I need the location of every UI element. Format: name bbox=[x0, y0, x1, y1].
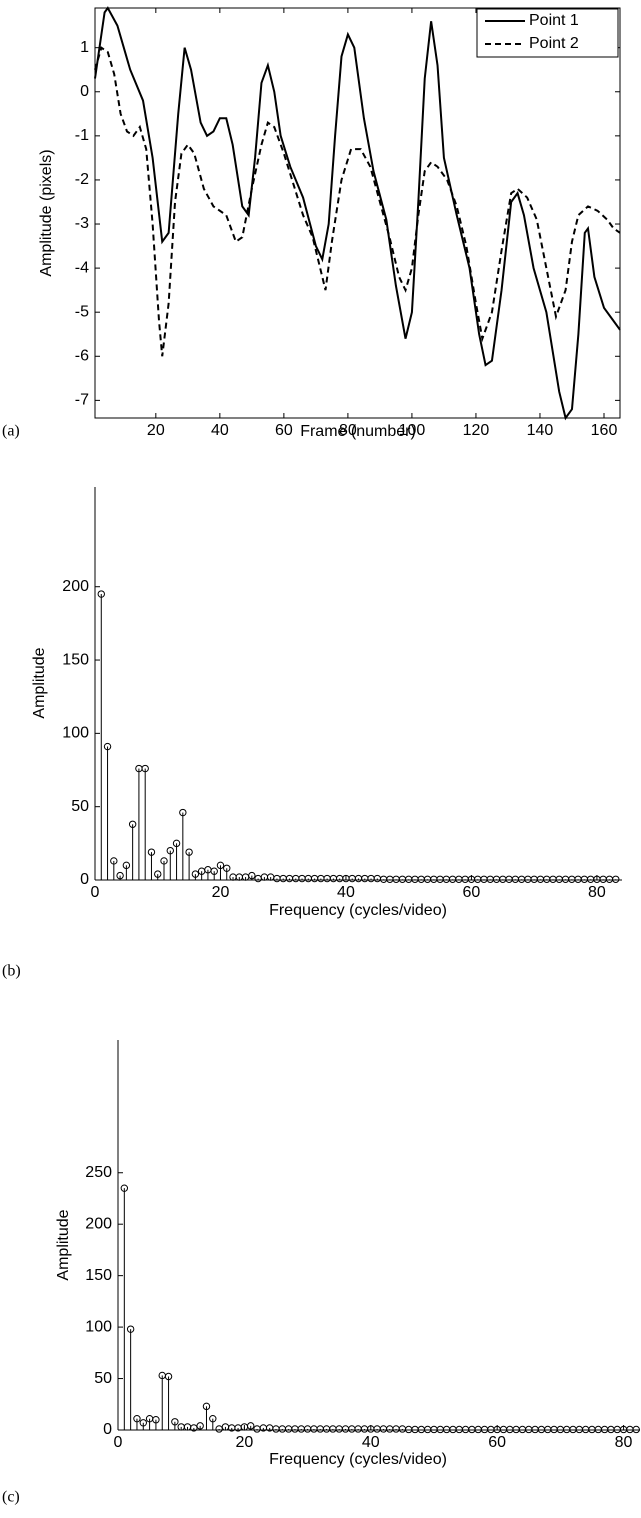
x-tick-label: 80 bbox=[615, 1434, 633, 1451]
stem-marker bbox=[247, 1422, 255, 1430]
y-tick-label: 50 bbox=[94, 1370, 112, 1387]
stem-marker bbox=[147, 848, 156, 856]
panel-label: (b) bbox=[2, 963, 21, 980]
stem-marker bbox=[120, 1184, 129, 1192]
x-tick-label: 40 bbox=[362, 1434, 380, 1451]
y-tick-label: 100 bbox=[85, 1318, 112, 1335]
y-axis-label: Amplitude bbox=[55, 1209, 72, 1280]
stem-marker bbox=[160, 857, 168, 865]
x-tick-label: 0 bbox=[114, 1434, 123, 1451]
x-tick-label: 60 bbox=[488, 1434, 506, 1451]
stem-marker bbox=[248, 871, 256, 880]
stem-marker bbox=[126, 1325, 135, 1333]
x-tick-label: 160 bbox=[591, 422, 618, 439]
series-line bbox=[94, 6, 621, 421]
stem-marker bbox=[122, 861, 131, 870]
y-axis-label: Amplitude (pixels) bbox=[38, 149, 55, 276]
stem-marker bbox=[223, 864, 231, 872]
x-tick-label: 80 bbox=[588, 884, 606, 901]
y-tick-label: -2 bbox=[75, 171, 89, 188]
panel-label: (a) bbox=[2, 423, 20, 440]
x-tick-label: 40 bbox=[211, 422, 229, 439]
stem-marker bbox=[172, 839, 181, 848]
y-tick-label: -7 bbox=[75, 392, 89, 409]
y-tick-label: -6 bbox=[75, 347, 89, 364]
stem-marker bbox=[116, 871, 124, 880]
y-tick-label: 1 bbox=[80, 39, 89, 56]
x-axis-label: Frequency (cycles/video) bbox=[269, 1451, 447, 1468]
legend-label: Point 1 bbox=[529, 12, 579, 29]
y-tick-label: 50 bbox=[71, 798, 89, 815]
stem-marker bbox=[154, 870, 162, 878]
stem-marker bbox=[128, 820, 137, 828]
stem-marker bbox=[632, 1425, 640, 1434]
stem-marker bbox=[103, 742, 112, 751]
y-tick-label: -3 bbox=[75, 215, 89, 232]
x-tick-label: 20 bbox=[147, 422, 165, 439]
stem-marker bbox=[97, 590, 105, 598]
y-axis-label: Amplitude bbox=[31, 647, 48, 718]
y-tick-label: -5 bbox=[75, 303, 89, 320]
y-tick-label: 250 bbox=[85, 1164, 112, 1181]
stem-marker bbox=[210, 867, 218, 875]
stem-marker bbox=[209, 1414, 217, 1423]
y-tick-label: 0 bbox=[80, 871, 89, 888]
stem-marker bbox=[190, 1424, 198, 1432]
stem-marker bbox=[133, 1414, 141, 1423]
x-tick-label: 40 bbox=[337, 884, 355, 901]
x-tick-label: 60 bbox=[463, 884, 481, 901]
x-tick-label: 140 bbox=[527, 422, 554, 439]
y-tick-label: 150 bbox=[62, 651, 89, 668]
x-tick-label: 20 bbox=[235, 1434, 253, 1451]
y-tick-label: 200 bbox=[62, 578, 89, 595]
axes-box bbox=[94, 7, 621, 419]
y-tick-label: 100 bbox=[62, 725, 89, 742]
x-tick-label: 20 bbox=[212, 884, 230, 901]
x-tick-label: 80 bbox=[339, 422, 357, 439]
y-tick-label: -1 bbox=[75, 127, 89, 144]
stem-marker bbox=[141, 764, 149, 773]
y-tick-label: 0 bbox=[103, 1421, 112, 1438]
series-line bbox=[94, 46, 621, 357]
stem-marker bbox=[215, 1425, 223, 1433]
stem-marker bbox=[191, 870, 200, 878]
legend-label: Point 2 bbox=[529, 35, 579, 52]
x-tick-label: 120 bbox=[463, 422, 490, 439]
panel-label: (c) bbox=[2, 1489, 20, 1506]
legend-box bbox=[476, 8, 619, 58]
stem-marker bbox=[179, 808, 187, 817]
stem-marker bbox=[166, 846, 174, 855]
stem-marker bbox=[171, 1418, 179, 1426]
y-tick-label: 150 bbox=[85, 1267, 112, 1284]
stem-marker bbox=[612, 875, 620, 883]
stem-marker bbox=[185, 848, 193, 856]
x-tick-label: 100 bbox=[399, 422, 426, 439]
stem-marker bbox=[216, 861, 225, 870]
stem-marker bbox=[110, 857, 118, 865]
y-tick-label: 0 bbox=[80, 83, 89, 100]
stem-marker bbox=[152, 1416, 160, 1424]
stem-marker bbox=[164, 1372, 173, 1381]
x-axis-label: Frame (number) bbox=[300, 423, 416, 440]
y-tick-label: 200 bbox=[85, 1215, 112, 1232]
stem-marker bbox=[196, 1422, 204, 1430]
stem-marker bbox=[139, 1419, 147, 1427]
y-tick-label: -4 bbox=[75, 259, 89, 276]
x-axis-label: Frequency (cycles/video) bbox=[269, 902, 447, 919]
x-tick-label: 0 bbox=[91, 884, 100, 901]
x-tick-label: 60 bbox=[275, 422, 293, 439]
stem-marker bbox=[202, 1402, 211, 1411]
